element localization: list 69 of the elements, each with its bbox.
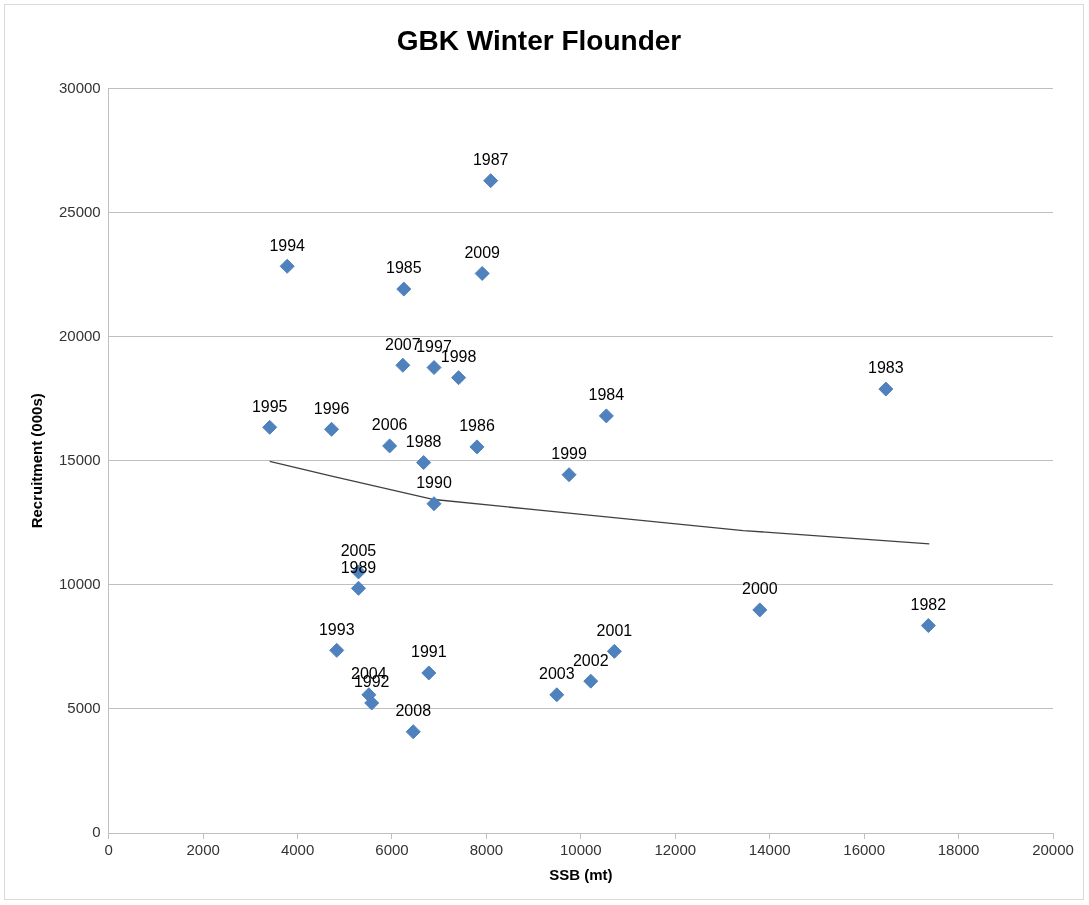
annotation: 1999 [551, 445, 587, 463]
point [396, 281, 412, 297]
annotation: 1994 [269, 236, 306, 254]
annotation: 1986 [459, 417, 495, 435]
annotation: 1995 [251, 397, 288, 415]
point [920, 618, 936, 634]
x-tick-label: 14000 [748, 841, 791, 859]
x-tick-label: 16000 [843, 841, 885, 859]
x-axis-title: SSB (mt) [549, 866, 613, 884]
point [451, 370, 467, 386]
y-tick-label: 0 [92, 823, 101, 841]
annotation: 2005 [340, 542, 377, 560]
annotation: 2006 [371, 416, 408, 434]
point [395, 357, 411, 373]
chart-title: GBK Winter Flounder [396, 24, 682, 56]
x-tick-label: 20000 [1032, 841, 1074, 859]
y-axis-title: Recruitment (000s) [28, 393, 46, 529]
point [606, 643, 622, 659]
annotation: 1988 [405, 432, 442, 450]
point [324, 421, 340, 437]
annotation: 1987 [472, 151, 509, 169]
annotation: 1993 [318, 620, 355, 638]
point [405, 724, 421, 740]
point [483, 173, 499, 189]
point [426, 496, 442, 512]
annotation: 1989 [340, 558, 377, 576]
x-tick-label: 12000 [654, 841, 697, 859]
x-tick-label: 2000 [186, 841, 220, 859]
point [549, 687, 565, 703]
annotation: 2003 [538, 665, 575, 683]
point [262, 419, 278, 435]
y-tick-label: 15000 [58, 450, 101, 468]
x-tick-label: 6000 [375, 841, 409, 859]
point [583, 673, 599, 689]
x-tick-label: 8000 [469, 841, 504, 859]
point [474, 265, 490, 281]
point [469, 439, 485, 455]
annotation: 1991 [411, 643, 447, 661]
point [878, 381, 894, 397]
point [426, 360, 442, 375]
point [361, 687, 377, 703]
annotation: 1990 [416, 474, 452, 492]
point [329, 642, 345, 658]
point [752, 602, 768, 618]
annotation: 2008 [395, 702, 432, 720]
x-tick-label: 4000 [280, 841, 315, 859]
annotation: 1984 [588, 386, 625, 404]
x-tick-label: 18000 [937, 841, 980, 859]
point [279, 258, 295, 274]
point [421, 665, 437, 681]
annotation: 1983 [868, 359, 904, 377]
y-tick-label: 20000 [58, 326, 101, 344]
point [416, 455, 432, 471]
point [598, 408, 614, 424]
x-tick-label: 10000 [560, 841, 602, 859]
point [382, 438, 398, 454]
y-tick-label: 10000 [58, 575, 101, 593]
y-tick-label: 25000 [58, 202, 101, 220]
annotation: 1982 [910, 595, 947, 613]
point [350, 580, 366, 596]
annotation: 2009 [464, 243, 501, 261]
y-tick-label: 30000 [58, 78, 101, 96]
x-tick-label: 0 [104, 841, 113, 859]
annotation: 1996 [313, 399, 350, 417]
annotation: 1985 [386, 259, 422, 277]
point [561, 467, 577, 483]
y-tick-label: 5000 [67, 699, 101, 717]
annotation: 2000 [742, 580, 778, 598]
annotation: 2001 [596, 621, 633, 639]
